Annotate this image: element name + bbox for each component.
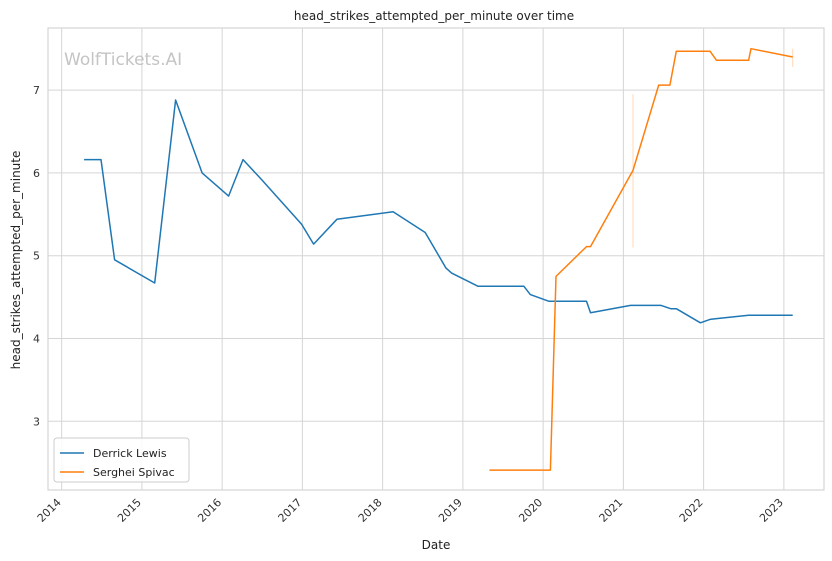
x-axis-title: Date [422, 538, 451, 552]
legend: Derrick Lewis Serghei Spivac [53, 437, 190, 483]
legend-label-serghei-spivac: Serghei Spivac [93, 466, 175, 479]
x-tick-label: 2014 [35, 496, 64, 525]
legend-box [53, 437, 190, 483]
y-tick-label: 4 [33, 332, 40, 345]
x-tick-label: 2019 [436, 496, 465, 525]
series-layer [84, 47, 794, 471]
x-tick-label: 2022 [677, 496, 706, 525]
y-tick-label: 5 [33, 250, 40, 263]
y-tick-label: 6 [33, 167, 40, 180]
x-tick-label: 2021 [597, 496, 626, 525]
chart-title: head_strikes_attempted_per_minute over t… [294, 9, 574, 23]
y-tick-label: 3 [33, 415, 40, 428]
x-tick-label: 2016 [195, 496, 224, 525]
y-axis-title: head_strikes_attempted_per_minute [9, 151, 23, 370]
x-tick-label: 2017 [276, 496, 305, 525]
legend-label-derrick-lewis: Derrick Lewis [93, 447, 167, 460]
x-tick-label: 2020 [516, 496, 545, 525]
x-axis: 2014 2015 2016 2017 2018 2019 2020 2021 2022 2023 [35, 496, 786, 525]
gridlines [48, 28, 824, 490]
plot-area [47, 27, 825, 491]
x-tick-label: 2018 [356, 496, 385, 525]
watermark-text: WolfTickets.AI [64, 50, 182, 70]
y-axis: 3 4 5 6 7 [33, 84, 40, 428]
x-tick-label: 2023 [757, 496, 786, 525]
x-tick-label: 2015 [115, 496, 144, 525]
series-line-serghei-spivac [489, 47, 793, 471]
series-line-derrick-lewis [84, 99, 793, 324]
y-tick-label: 7 [33, 84, 40, 97]
